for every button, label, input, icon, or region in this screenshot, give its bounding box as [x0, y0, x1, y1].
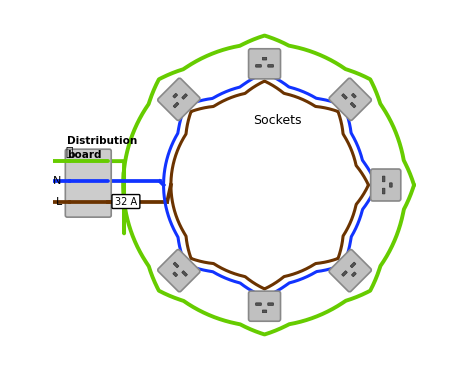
FancyBboxPatch shape	[158, 78, 200, 121]
FancyBboxPatch shape	[173, 93, 178, 98]
FancyBboxPatch shape	[158, 249, 200, 292]
FancyBboxPatch shape	[383, 188, 385, 194]
Text: ⏚: ⏚	[65, 146, 73, 159]
FancyBboxPatch shape	[342, 271, 347, 276]
FancyBboxPatch shape	[268, 303, 273, 305]
FancyBboxPatch shape	[352, 93, 356, 98]
FancyBboxPatch shape	[350, 262, 356, 268]
FancyBboxPatch shape	[173, 102, 179, 108]
FancyBboxPatch shape	[248, 49, 281, 79]
FancyBboxPatch shape	[65, 149, 111, 217]
Text: N: N	[53, 176, 62, 186]
FancyBboxPatch shape	[329, 249, 372, 292]
FancyBboxPatch shape	[263, 57, 267, 60]
FancyBboxPatch shape	[342, 94, 347, 99]
Text: L: L	[55, 196, 62, 206]
Text: Distribution: Distribution	[67, 135, 137, 145]
FancyBboxPatch shape	[263, 310, 267, 313]
Text: Sockets: Sockets	[254, 114, 302, 127]
FancyBboxPatch shape	[371, 169, 401, 201]
FancyBboxPatch shape	[173, 272, 178, 277]
Text: 32 A: 32 A	[115, 196, 137, 206]
FancyBboxPatch shape	[173, 262, 179, 268]
FancyBboxPatch shape	[350, 102, 356, 108]
FancyBboxPatch shape	[390, 183, 392, 187]
FancyBboxPatch shape	[182, 271, 187, 276]
FancyBboxPatch shape	[182, 94, 187, 99]
Text: board: board	[67, 150, 101, 160]
FancyBboxPatch shape	[248, 291, 281, 321]
FancyBboxPatch shape	[329, 78, 372, 121]
FancyBboxPatch shape	[255, 65, 261, 67]
FancyBboxPatch shape	[268, 65, 273, 67]
FancyBboxPatch shape	[352, 272, 356, 277]
FancyBboxPatch shape	[383, 176, 385, 182]
FancyBboxPatch shape	[112, 195, 140, 209]
FancyBboxPatch shape	[255, 303, 261, 305]
